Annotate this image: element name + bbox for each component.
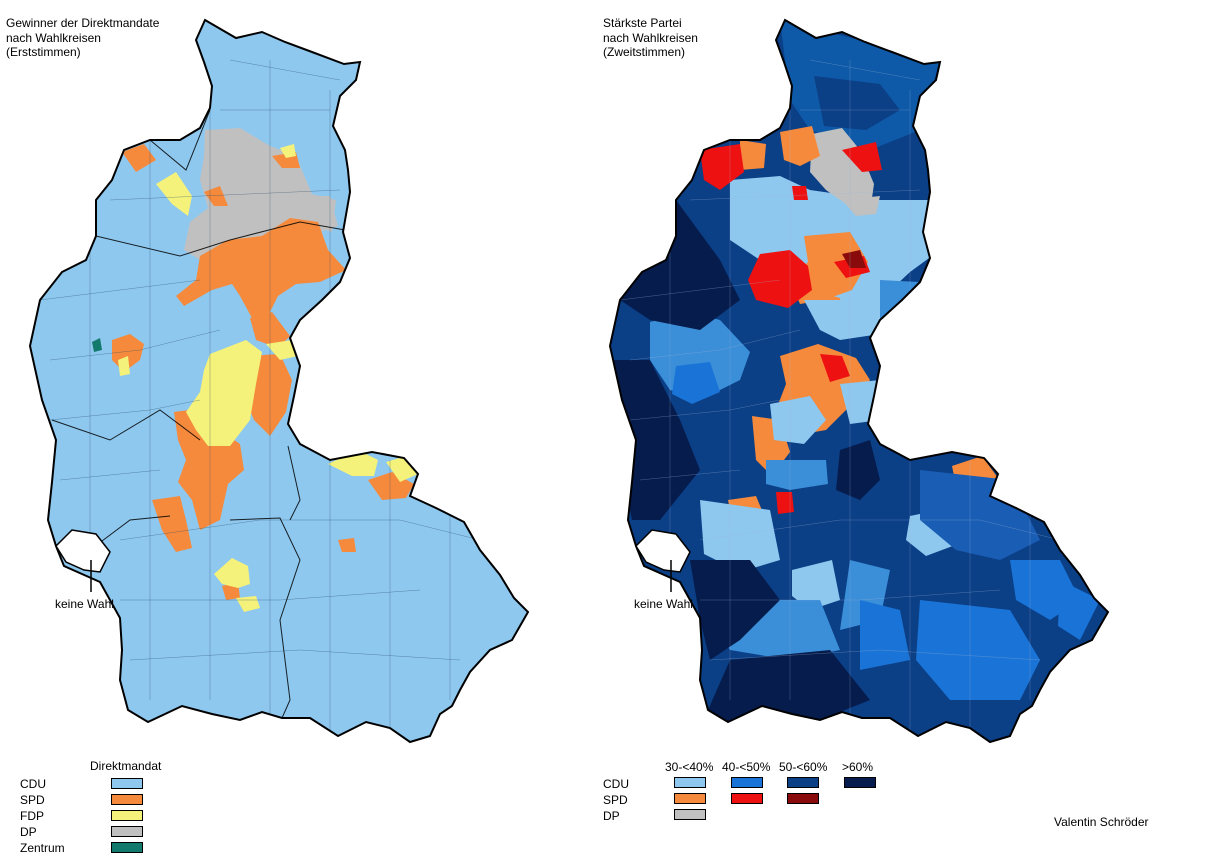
- left-legend-header: Direktmandat: [90, 759, 162, 773]
- legend-swatch-cdu-over-60: [844, 777, 876, 788]
- legend-swatch-dp: [111, 826, 143, 837]
- legend-row-label-dp: DP: [603, 809, 620, 823]
- legend-row-label-cdu: CDU: [603, 777, 629, 791]
- right-title-line-1: Stärkste Partei: [603, 16, 682, 30]
- legend-swatch-spd-30-40: [674, 793, 706, 804]
- legend-swatch-cdu-40-50: [731, 777, 763, 788]
- legend-header-over-60: >60%: [842, 760, 874, 774]
- legend-row-label-spd: SPD: [603, 793, 628, 807]
- right-title-line-3: (Zweitstimmen): [603, 45, 686, 59]
- left-title-line-2: nach Wahlkreisen: [6, 30, 101, 45]
- legend-swatch-spd: [111, 794, 143, 805]
- left-title-line-3: (Erststimmen): [6, 45, 81, 59]
- right-map: [609, 19, 1109, 743]
- legend-swatch-spd-40-50: [731, 793, 763, 804]
- right-no-vote-label: keine Wahl: [634, 597, 693, 611]
- legend-swatch-dp-30-40: [674, 809, 706, 820]
- right-map-title: Stärkste Partei nach Wahlkreisen (Zweits…: [603, 16, 698, 60]
- legend-header-50-60: 50-<60%: [779, 760, 828, 774]
- legend-swatch-cdu-30-40: [674, 777, 706, 788]
- left-saarland-no-vote: [55, 529, 111, 573]
- left-map-title: Gewinner der Direktmandate nach Wahlkrei…: [6, 16, 159, 60]
- left-title-line-1: Gewinner der Direktmandate: [6, 16, 160, 30]
- legend-label-zentrum: Zentrum: [20, 841, 65, 855]
- left-map: [29, 19, 529, 743]
- legend-swatch-spd-50-60: [787, 793, 819, 804]
- left-no-vote-label: keine Wahl: [55, 597, 114, 611]
- legend-swatch-zentrum: [111, 842, 143, 853]
- legend-swatch-fdp: [111, 810, 143, 821]
- legend-label-fdp: FDP: [20, 809, 44, 823]
- legend-label-cdu: CDU: [20, 777, 46, 791]
- right-title-line-2: nach Wahlkreisen: [603, 30, 698, 45]
- legend-header-40-50: 40-<50%: [722, 760, 771, 774]
- right-saarland-no-vote: [635, 529, 691, 573]
- legend-swatch-cdu: [111, 778, 143, 789]
- author-credit: Valentin Schröder: [1054, 815, 1149, 829]
- legend-label-dp: DP: [20, 825, 37, 839]
- legend-label-spd: SPD: [20, 793, 45, 807]
- legend-header-30-40: 30-<40%: [665, 760, 714, 774]
- legend-swatch-cdu-50-60: [787, 777, 819, 788]
